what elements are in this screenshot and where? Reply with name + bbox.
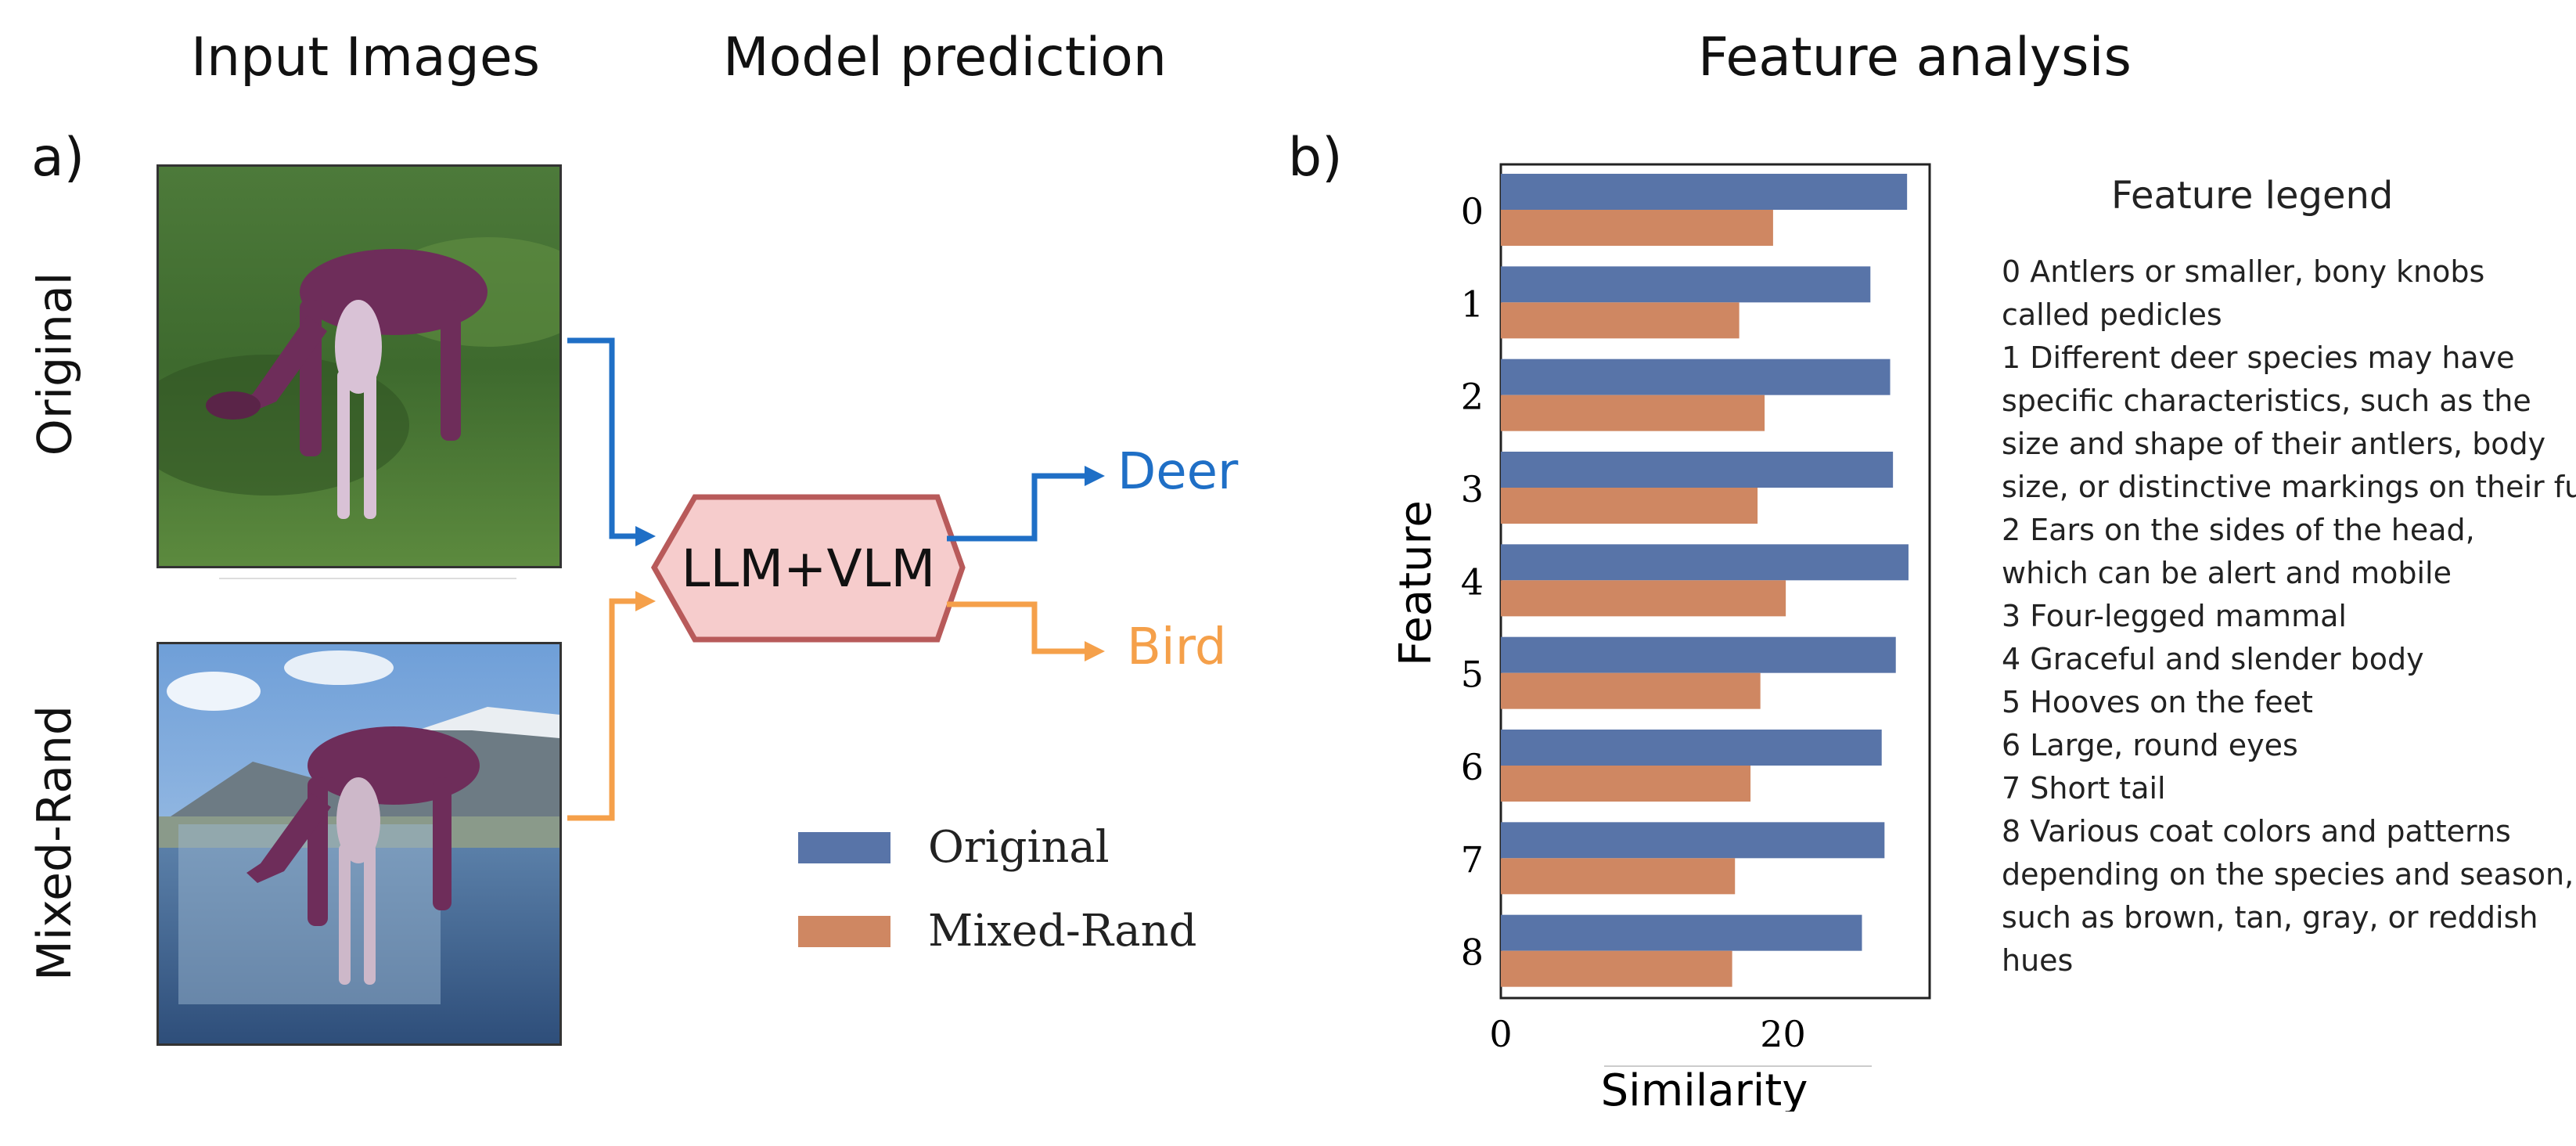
y-tick-label: 5 — [1461, 654, 1484, 696]
feature-legend-line: hues — [2002, 943, 2074, 978]
bar-mixed-rand-7 — [1501, 858, 1736, 895]
bar-mixed-rand-0 — [1501, 210, 1773, 246]
y-tick-label: 1 — [1461, 283, 1484, 325]
x-tick-label: 0 — [1489, 1013, 1512, 1055]
legend-swatch-mixed-rand — [798, 915, 890, 947]
bar-original-8 — [1501, 914, 1862, 951]
y-tick-label: 3 — [1461, 468, 1484, 510]
feature-legend-line: 6 Large, round eyes — [2002, 728, 2298, 762]
prediction-bird: Bird — [1127, 618, 1227, 676]
feature-legend-line: size and shape of their antlers, body — [2002, 427, 2546, 461]
feature-legend-line: 5 Hooves on the feet — [2002, 685, 2313, 719]
y-axis-label: Feature — [1391, 500, 1441, 666]
bar-mixed-rand-2 — [1501, 395, 1765, 431]
feature-legend-line: 1 Different deer species may have — [2002, 341, 2515, 375]
arrowhead-mixed — [635, 591, 656, 611]
feature-legend-line: specific characteristics, such as the — [2002, 384, 2531, 418]
model-box — [650, 494, 966, 643]
panel-a-letter: a) — [31, 127, 85, 189]
bar-mixed-rand-6 — [1501, 766, 1751, 802]
feature-legend-list: 0 Antlers or smaller, bony knobs called p… — [2002, 250, 2576, 982]
arrow-model-to-deer — [947, 473, 1089, 542]
bar-mixed-rand-3 — [1501, 488, 1758, 524]
divider-line — [219, 578, 516, 579]
feature-legend-line: which can be alert and mobile — [2002, 556, 2452, 590]
bar-original-0 — [1501, 174, 1908, 210]
bar-mixed-rand-5 — [1501, 672, 1761, 709]
arrow-model-to-bird — [947, 601, 1089, 654]
feature-legend-line: 8 Various coat colors and patterns — [2002, 814, 2511, 849]
feature-legend-line: depending on the species and season, — [2002, 857, 2574, 892]
header-feature-analysis: Feature analysis — [1698, 27, 2132, 88]
y-tick-label: 2 — [1461, 376, 1484, 418]
model-box-label: LLM+VLM — [681, 538, 936, 599]
feature-legend-line: 2 Ears on the sides of the head, — [2002, 513, 2475, 547]
mixed-rand-deer-image — [157, 642, 562, 1046]
arrow-original-to-model — [567, 337, 642, 539]
legend-label-mixed-rand: Mixed-Rand — [928, 906, 1197, 957]
arrow-mixed-to-model — [567, 598, 642, 821]
bar-original-7 — [1501, 822, 1885, 859]
y-tick-label: 4 — [1461, 560, 1484, 603]
feature-legend-title: Feature legend — [2111, 174, 2394, 218]
feature-legend-line: such as brown, tan, gray, or reddish — [2002, 900, 2538, 935]
feature-legend-line: 0 Antlers or smaller, bony knobs — [2002, 254, 2485, 289]
feature-legend-line: 7 Short tail — [2002, 771, 2166, 805]
bar-original-4 — [1501, 544, 1909, 581]
arrowhead-bird — [1085, 641, 1105, 661]
header-model-prediction: Model prediction — [723, 27, 1167, 88]
y-tick-label: 0 — [1461, 190, 1484, 232]
legend-swatch-original — [798, 831, 890, 863]
bar-original-6 — [1501, 730, 1882, 766]
series-legend: Original Mixed-Rand — [798, 822, 1197, 957]
y-tick-label: 8 — [1461, 932, 1484, 974]
bar-original-3 — [1501, 452, 1894, 488]
bar-original-5 — [1501, 636, 1896, 673]
original-deer-image — [157, 164, 562, 568]
arrowhead-deer — [1085, 466, 1105, 486]
bar-mixed-rand-8 — [1501, 950, 1732, 987]
feature-legend-line: 4 Graceful and slender body — [2002, 642, 2424, 676]
legend-label-original: Original — [928, 822, 1110, 873]
panel-b-letter: b) — [1288, 127, 1343, 189]
y-tick-label: 7 — [1461, 838, 1484, 881]
x-axis-label: Similarity — [1601, 1065, 1808, 1112]
feature-legend-line: called pedicles — [2002, 297, 2222, 332]
arrowhead-original — [635, 526, 656, 546]
header-input-images: Input Images — [191, 27, 541, 88]
feature-similarity-chart: 0 1 2 3 4 5 6 7 8 0 20 Feature Similarity — [1391, 163, 1931, 1112]
feature-legend-line: size, or distinctive markings on their f… — [2002, 470, 2576, 504]
prediction-deer: Deer — [1117, 443, 1239, 501]
y-tick-label: 6 — [1461, 746, 1484, 788]
bar-mixed-rand-1 — [1501, 302, 1740, 339]
x-tick-label: 20 — [1760, 1013, 1806, 1055]
bar-original-1 — [1501, 266, 1871, 303]
bar-mixed-rand-4 — [1501, 580, 1786, 617]
feature-legend-line: 3 Four-legged mammal — [2002, 599, 2347, 633]
bar-original-2 — [1501, 359, 1891, 395]
